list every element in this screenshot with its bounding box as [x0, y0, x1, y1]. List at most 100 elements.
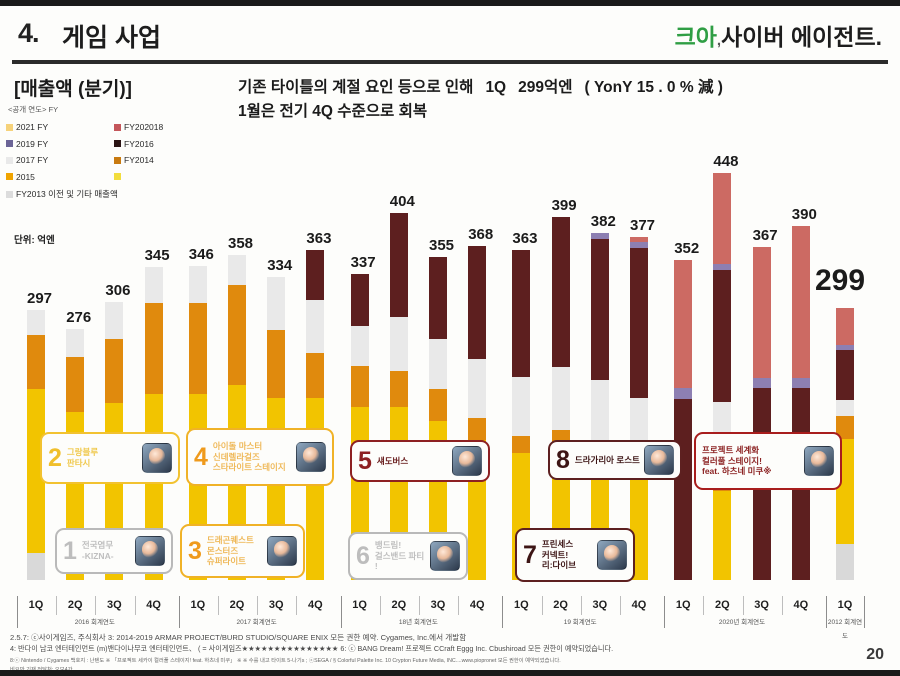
bar-segment — [674, 260, 693, 389]
axis-separator — [296, 596, 298, 615]
bar-stack — [468, 245, 487, 580]
bar-value-label: 334 — [267, 256, 293, 274]
bar-value-label: 377 — [630, 217, 656, 235]
bar-value-label: 367 — [752, 226, 778, 244]
bar-segment — [836, 400, 854, 417]
bar-segment — [105, 301, 124, 340]
bar-segment — [836, 308, 854, 345]
game-thumbnail-icon — [430, 541, 460, 571]
bar-column: 355 — [429, 104, 454, 596]
axis-quarter-label: 4Q — [469, 599, 485, 611]
bar-segment — [468, 418, 487, 440]
bar-segment — [144, 266, 163, 303]
bar-value-label: 345 — [144, 246, 170, 264]
legend-item-right-4 — [114, 169, 222, 186]
footnote-line-2: 4: 반다이 남코 엔터테인먼트 (m)밴다이나무코 엔터테인먼트、 ( = 사… — [10, 644, 614, 653]
game-callout-miku[interactable]: 프로젝트 세계화 컬러풀 스테이지! feat. 하츠네 미쿠※ — [694, 432, 842, 490]
quarterly-revenue-bar-chart: 297 276 306 345 346 358 334 363 337 404 355 368 363 3… — [18, 104, 886, 596]
legend-swatch — [114, 173, 121, 181]
legend-swatch — [6, 190, 13, 198]
axis-separator — [703, 596, 705, 615]
legend-swatch — [114, 140, 121, 148]
bar-value-label: 297 — [27, 290, 53, 308]
headline-block: 기존 타이틀의 계절 요인 등으로 인해 1Q 299억엔 ( YonY 15 . 0… — [238, 76, 893, 124]
axis-quarter-label: 2Q — [553, 599, 568, 611]
game-callout-5[interactable]: 5 섀도버스 — [350, 440, 490, 482]
axis-separator — [178, 596, 180, 628]
bar-value-label: 363 — [306, 230, 332, 248]
bar-segment — [713, 490, 732, 580]
bottom-letterbox — [0, 670, 900, 676]
game-callout-6[interactable]: 6 뱅드림! 걸스밴드 파티 ! — [348, 532, 468, 580]
callout-number: 7 — [523, 540, 537, 569]
bar-value-label: 346 — [188, 245, 214, 263]
bar-segment — [306, 398, 325, 580]
bar-segment — [389, 316, 408, 372]
bar-segment — [188, 302, 207, 394]
axis-separator — [17, 596, 18, 628]
game-callout-3[interactable]: 3 드래곤퀘스트 몬스터즈 슈퍼라이트 — [180, 524, 305, 578]
game-thumbnail-icon — [135, 536, 165, 566]
unit-label: 단위: 억엔 — [14, 235, 55, 246]
axis-quarter-label: 1Q — [675, 599, 691, 611]
axis-separator — [580, 596, 582, 615]
brand-mark: 크아 — [674, 24, 717, 50]
axis-quarter-label: 3Q — [592, 599, 608, 611]
legend-swatch — [6, 156, 13, 164]
headline-line1-a: 기존 타이틀의 계절 요인 등으로 인해 — [238, 79, 474, 96]
legend-item-left-3: 2017 FY — [6, 152, 114, 169]
bar-segment — [188, 265, 207, 303]
axis-quarter-label: 3Q — [107, 599, 122, 611]
callout-number: 6 — [356, 541, 370, 570]
bar-column: 276 — [66, 104, 91, 596]
bar-segment — [105, 339, 124, 403]
headline-line1-d: ( YonY — [584, 79, 633, 96]
callout-number: 4 — [194, 442, 208, 471]
legend-label: FY202018 — [124, 122, 164, 133]
bar-stack — [389, 212, 408, 580]
bar-column: 363 — [306, 104, 332, 596]
callout-number: 2 — [48, 443, 62, 472]
game-thumbnail-icon — [597, 540, 627, 570]
headline-line1-c: 299억엔 — [518, 79, 573, 96]
bar-segment — [27, 310, 45, 335]
bar-column: 448 — [713, 104, 738, 596]
brand-comma: , — [716, 32, 722, 49]
bar-column: 297 — [27, 104, 53, 596]
bar-value-label: 352 — [674, 240, 700, 258]
bar-stack — [306, 250, 325, 580]
game-callout-7[interactable]: 7 프린세스 커넥트! 리:다이브 — [515, 528, 635, 582]
game-callout-2[interactable]: 2 그랑블루 판타시 — [40, 432, 180, 484]
headline-line2: 1월은 전기 4Q 수준으로 회복 — [238, 103, 428, 121]
callout-title: 프로젝트 세계화 컬러풀 스테이지! feat. 하츠네 미쿠※ — [702, 444, 772, 477]
callout-number: 5 — [358, 446, 372, 475]
axis-quarter-label: 1Q — [190, 599, 206, 611]
axis-quarter-label: 2Q — [229, 599, 245, 611]
game-callout-4[interactable]: 4 아이돌 마스터 신데렐라걸즈 스타라이트 스테이지 — [186, 428, 334, 486]
callout-title: 드래곤퀘스트 몬스터즈 슈퍼라이트 — [206, 534, 254, 567]
legend-label: 2021 FY — [16, 122, 49, 133]
axis-separator — [134, 596, 136, 615]
callout-title: 프린세스 커넥트! 리:다이브 — [541, 538, 577, 571]
bar-column: 399 — [551, 104, 577, 596]
bar-segment — [630, 237, 648, 242]
footnote-line-1: 2.5.7: ⓒ사이게임즈, 주식회사 3: 2014-2019 ARMAR P… — [10, 633, 467, 642]
bar-segment — [752, 246, 771, 378]
axis-quarter-label: 4Q — [146, 599, 161, 611]
legend-label: 2017 FY — [16, 155, 49, 166]
bar-segment — [512, 377, 531, 437]
axis-separator — [340, 596, 342, 628]
axis-quarter-label: 1Q — [514, 599, 529, 611]
bar-segment — [350, 366, 369, 408]
game-callout-1[interactable]: 1 전국염무 -KIZNA- — [55, 528, 173, 574]
bar-segment — [674, 398, 693, 580]
axis-separator — [95, 596, 97, 615]
bar-value-label: 368 — [468, 225, 494, 243]
axis-quarter-label: 3Q — [430, 599, 446, 611]
callout-number: 8 — [556, 445, 570, 474]
legend-swatch — [6, 173, 13, 181]
game-callout-8[interactable]: 8 드라가리아 로스트 — [548, 440, 682, 480]
chart-legend: <공개 연도> FY 2021 FY 2019 FY 2017 FY 2015 FY2… — [6, 104, 224, 200]
axis-fiscal-year-label: 2016 회계연도 — [74, 619, 115, 626]
bar-segment — [590, 380, 609, 453]
